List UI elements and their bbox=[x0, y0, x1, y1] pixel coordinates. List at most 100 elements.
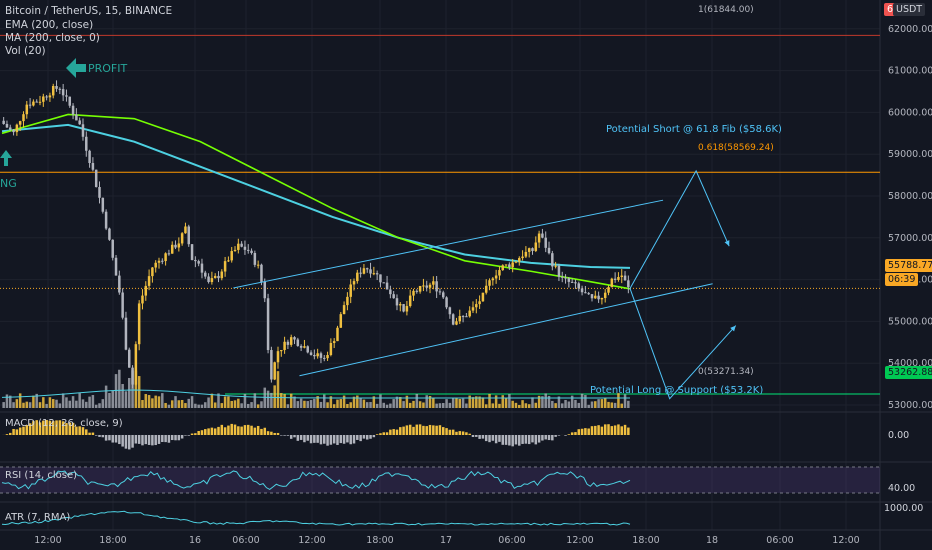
candle-body bbox=[580, 288, 584, 293]
macd-bar bbox=[213, 428, 217, 435]
macd-bar bbox=[18, 427, 22, 435]
macd-bar bbox=[5, 434, 9, 435]
volume-bar bbox=[498, 403, 501, 408]
candle-body bbox=[339, 314, 343, 328]
volume-bar bbox=[570, 395, 574, 408]
macd-bar bbox=[104, 435, 108, 441]
volume-bar bbox=[280, 393, 283, 408]
ema-legend[interactable]: EMA (200, close) bbox=[5, 19, 94, 31]
symbol-title: Bitcoin / TetherUS, 15, BINANCE bbox=[5, 5, 173, 17]
volume-bar bbox=[270, 392, 273, 408]
candle-body bbox=[270, 350, 273, 380]
volume-bars bbox=[1, 369, 630, 408]
time-tick-label: 18:00 bbox=[632, 535, 659, 546]
candle-body bbox=[164, 253, 167, 262]
volume-bar bbox=[164, 402, 167, 408]
macd-bar bbox=[620, 426, 623, 435]
candle-body bbox=[55, 85, 58, 89]
volume-bar bbox=[306, 401, 309, 408]
macd-bar bbox=[243, 425, 247, 435]
volume-bar bbox=[296, 401, 300, 408]
macd-bar bbox=[372, 435, 376, 438]
macd-bar bbox=[204, 429, 207, 435]
macd-bar bbox=[498, 435, 501, 442]
volume-bar bbox=[534, 402, 538, 408]
volume-bar bbox=[134, 370, 138, 408]
candle-body bbox=[369, 269, 372, 274]
macd-bar bbox=[537, 435, 541, 443]
candle-body bbox=[422, 285, 425, 287]
macd-bar bbox=[197, 431, 200, 435]
time-axis[interactable]: 12:00 18:00 16 06:00 12:00 18:00 17 06:00 12:00 1… bbox=[34, 535, 859, 546]
ma-legend[interactable]: MA (200, close, 0) bbox=[5, 32, 100, 44]
volume-bar bbox=[412, 400, 415, 408]
candle-body bbox=[428, 284, 432, 288]
volume-bar bbox=[617, 393, 620, 408]
macd-bar bbox=[518, 435, 521, 446]
macd-bar bbox=[567, 434, 571, 435]
volume-bar bbox=[471, 397, 475, 408]
macd-bar bbox=[399, 427, 402, 435]
moving-averages bbox=[1, 113, 631, 290]
macd-bar bbox=[607, 424, 610, 435]
volume-bar bbox=[210, 393, 214, 408]
macd-bar bbox=[134, 435, 138, 444]
volume-bar bbox=[574, 399, 577, 408]
macd-bar bbox=[15, 429, 19, 435]
macd-bar bbox=[75, 426, 78, 435]
macd-bar bbox=[9, 432, 12, 435]
candle-body bbox=[45, 96, 48, 98]
candle-body bbox=[243, 246, 247, 250]
macd-bar bbox=[389, 429, 392, 435]
macd-bar bbox=[422, 425, 425, 435]
macd-value: 0.00 bbox=[888, 430, 910, 441]
rsi-legend[interactable]: RSI (14, close) bbox=[5, 470, 78, 481]
macd-bar bbox=[392, 429, 395, 435]
candle-body bbox=[200, 263, 204, 273]
candle-body bbox=[352, 281, 356, 285]
volume-bar bbox=[161, 393, 164, 408]
time-tick-label: 06:00 bbox=[232, 535, 259, 546]
candle-body bbox=[468, 310, 471, 317]
volume-bar bbox=[157, 396, 161, 408]
candle-body bbox=[554, 265, 557, 267]
macd-bar bbox=[151, 435, 154, 446]
candle-body bbox=[342, 305, 346, 315]
candle-body bbox=[161, 260, 164, 262]
vol-legend[interactable]: Vol (20) bbox=[5, 45, 46, 57]
candle-body bbox=[465, 316, 468, 318]
volume-bar bbox=[587, 404, 590, 408]
candle-body bbox=[104, 211, 108, 229]
candle-body bbox=[418, 285, 422, 292]
candle-body bbox=[197, 261, 200, 264]
drawings bbox=[0, 58, 737, 400]
volume-ma-line bbox=[1, 389, 630, 399]
volume-bar bbox=[114, 374, 118, 408]
volume-bar bbox=[551, 400, 554, 408]
macd-bar bbox=[319, 435, 323, 445]
macd-bar bbox=[161, 435, 164, 442]
candle-body bbox=[511, 262, 514, 268]
volume-bar bbox=[481, 397, 485, 408]
candle-body bbox=[108, 228, 111, 240]
atr-legend[interactable]: ATR (7, RMA) bbox=[5, 512, 71, 523]
candle-body bbox=[617, 276, 620, 280]
volume-bar bbox=[240, 403, 243, 408]
time-tick-label: 06:00 bbox=[766, 535, 793, 546]
volume-bar bbox=[494, 395, 498, 408]
candle-body bbox=[326, 355, 329, 359]
candle-body bbox=[382, 282, 386, 284]
candle-body bbox=[627, 280, 630, 288]
volume-bar bbox=[18, 393, 22, 408]
volume-bar bbox=[180, 399, 184, 408]
candle-body bbox=[584, 292, 587, 294]
volume-bar bbox=[415, 393, 419, 408]
volume-bar bbox=[121, 384, 124, 408]
macd-legend[interactable]: MACD (12, 26, close, 9) bbox=[5, 418, 123, 429]
candle-body bbox=[121, 292, 124, 318]
currency-badge[interactable]: USDT bbox=[893, 3, 926, 16]
candle-body bbox=[260, 264, 263, 282]
